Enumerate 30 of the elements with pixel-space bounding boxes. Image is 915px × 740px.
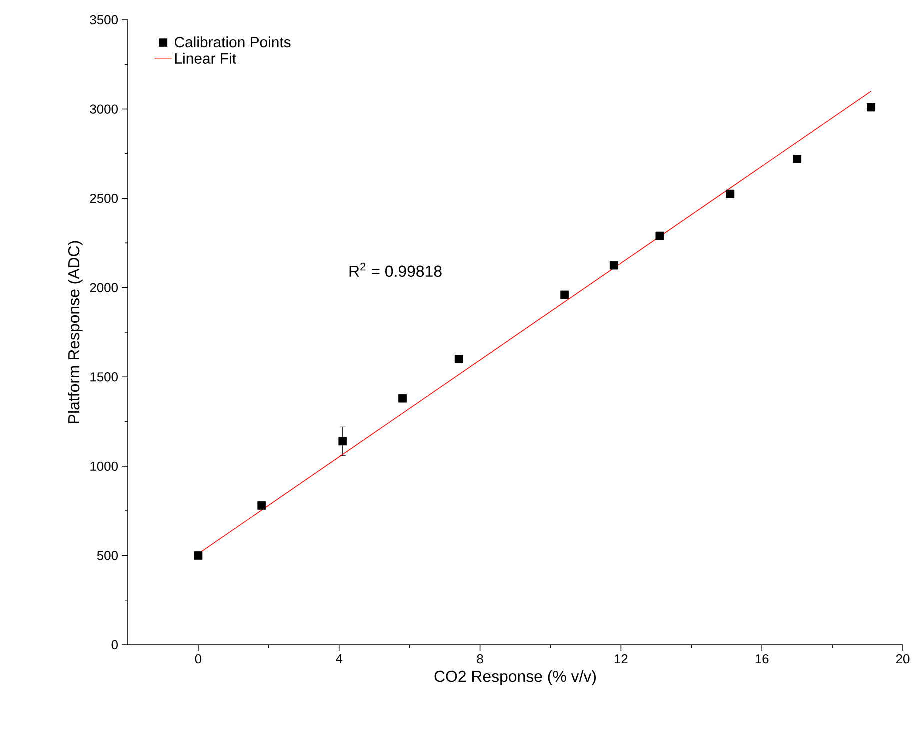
point [398, 394, 407, 403]
legend-label: Linear Fit [175, 52, 236, 64]
y-tick-label: 0 [112, 640, 118, 650]
y-tick-label: 3000 [90, 104, 118, 114]
annotation: R$^{2}$ = 0.99818 [350, 262, 442, 278]
x-axis-title: CO2 Response (% v/v) [434, 670, 596, 686]
x-tick-label: 8 [477, 654, 484, 664]
x-tick-label: 12 [614, 654, 628, 664]
point [454, 355, 464, 364]
point [610, 261, 618, 270]
point [656, 232, 664, 240]
y-tick-label: 2500 [90, 194, 118, 204]
x-tick-label: 4 [336, 654, 343, 664]
y-tick-label: 2000 [90, 283, 118, 292]
x-tick-label: 0 [195, 654, 202, 664]
point [867, 103, 876, 112]
point [338, 437, 348, 446]
y-axis-title: Platform Response (ADC) [68, 241, 83, 424]
point [726, 190, 735, 198]
y-tick-label: 500 [97, 551, 118, 560]
legend-label: Calibration Points [175, 36, 291, 48]
x-tick-label: 20 [896, 654, 910, 664]
point [258, 502, 266, 510]
y-tick-label: 1500 [90, 372, 118, 382]
point [194, 552, 203, 560]
point [560, 290, 570, 300]
y-tick-label: 1000 [90, 462, 118, 472]
y-tick-label: 3500 [90, 15, 118, 25]
point [793, 155, 802, 164]
x-tick-label: 16 [756, 654, 769, 664]
